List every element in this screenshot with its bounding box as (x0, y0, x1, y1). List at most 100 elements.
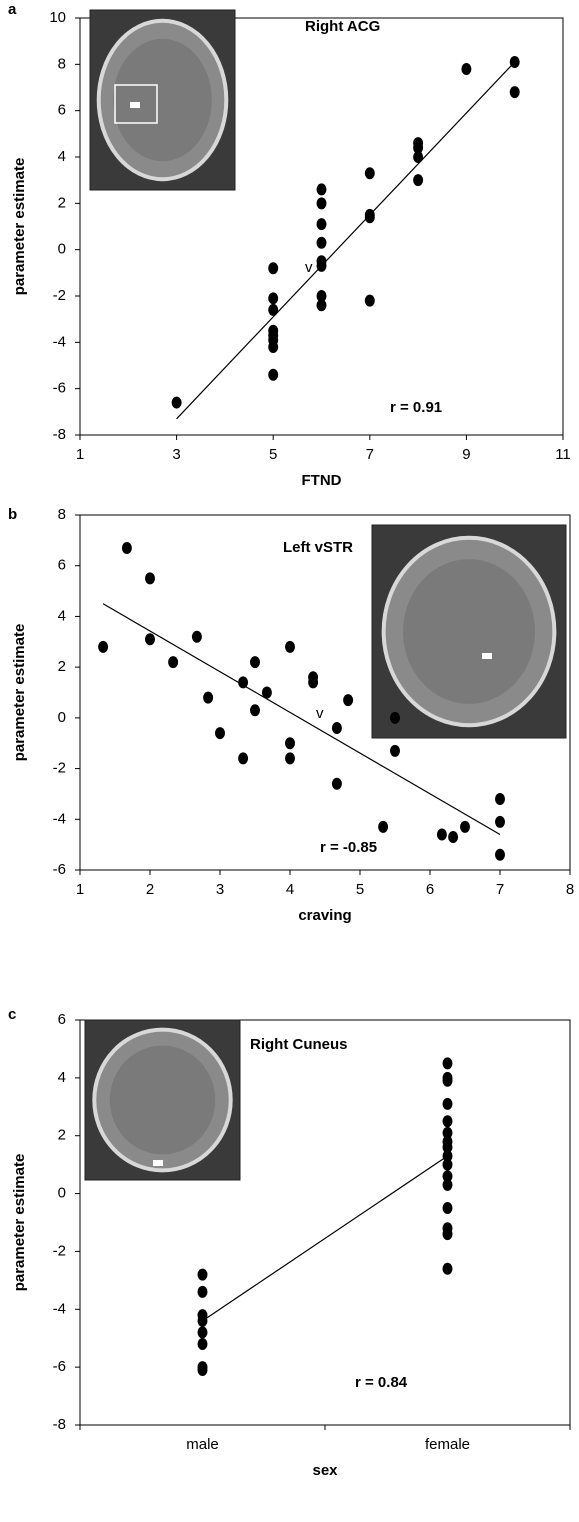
data-point (448, 831, 459, 844)
y-tick-label: -6 (53, 861, 66, 878)
x-tick-label: 6 (426, 881, 434, 898)
data-point (285, 752, 295, 765)
data-point (285, 737, 295, 750)
x-tick-label: 4 (286, 881, 294, 898)
data-point (331, 777, 342, 790)
data-point (316, 299, 327, 312)
data-point (197, 1285, 208, 1298)
x-tick-label: 5 (269, 446, 277, 463)
y-tick-label: 6 (58, 557, 66, 574)
inset-roi-box (114, 84, 158, 124)
y-tick-label: -6 (53, 380, 66, 397)
inset-activation (482, 653, 492, 659)
data-point (197, 1364, 208, 1377)
y-tick-label: 2 (58, 1127, 66, 1144)
annotation: v (316, 705, 324, 722)
annotation: Right ACG (305, 18, 380, 35)
data-point (509, 56, 520, 69)
data-point (203, 691, 214, 704)
x-tick-label: 3 (216, 881, 224, 898)
data-point (413, 174, 424, 187)
plot-frame (79, 514, 571, 871)
x-tick-label: 5 (356, 881, 364, 898)
data-point (442, 1115, 453, 1128)
data-point (364, 167, 375, 180)
fit-line (202, 1155, 448, 1322)
data-point (261, 686, 272, 699)
annotation: Right Cuneus (250, 1036, 348, 1053)
y-tick-label: 2 (58, 658, 66, 675)
data-point (442, 1057, 453, 1070)
data-point (390, 744, 400, 757)
data-point (168, 656, 179, 669)
data-point (316, 259, 327, 272)
data-point (145, 633, 155, 646)
x-tick-label: 1 (76, 881, 84, 898)
y-tick-label: 4 (58, 607, 66, 624)
y-tick-label: -8 (53, 426, 66, 443)
y-tick-label: 10 (49, 9, 66, 26)
plot-frame (79, 17, 564, 436)
inset-activation (130, 102, 140, 108)
y-tick-label: 8 (58, 506, 66, 523)
data-point (316, 218, 327, 231)
data-point (331, 722, 342, 734)
y-axis-title: parameter estimate (11, 624, 28, 762)
y-tick-label: 0 (58, 709, 66, 726)
data-point (364, 211, 375, 224)
fit-line (176, 61, 516, 420)
x-tick-label: 7 (366, 446, 374, 463)
data-point (460, 820, 470, 833)
y-axis-title: parameter estimate (11, 158, 28, 296)
y-tick-label: -2 (53, 760, 66, 777)
y-tick-label: -2 (53, 287, 66, 304)
annotation: r = 0.84 (355, 1374, 408, 1391)
data-point (308, 676, 319, 689)
x-tick-label: 8 (566, 881, 574, 898)
data-point (442, 1202, 453, 1215)
data-point (343, 694, 354, 707)
panel-letter: a (8, 1, 17, 18)
data-point (268, 262, 279, 275)
data-point (145, 572, 155, 585)
x-tick-label: 7 (496, 881, 504, 898)
y-axis-title: parameter estimate (11, 1154, 28, 1292)
annotation: Left vSTR (283, 539, 353, 556)
data-point (268, 292, 279, 305)
y-tick-label: -4 (53, 810, 66, 827)
data-point (442, 1262, 453, 1275)
data-point (364, 294, 375, 307)
data-point (442, 1074, 453, 1087)
data-point (316, 290, 327, 302)
x-tick-label: 11 (555, 446, 571, 463)
annotation: r = 0.91 (390, 399, 442, 416)
data-point (442, 1228, 453, 1241)
data-point (197, 1326, 208, 1339)
x-tick-label: 9 (462, 446, 470, 463)
x-tick-label: 1 (76, 446, 84, 463)
x-tick-label: female (425, 1436, 470, 1453)
data-point (197, 1314, 208, 1327)
data-point (495, 793, 505, 805)
data-point (285, 640, 295, 653)
data-point (461, 62, 472, 75)
data-point (197, 1268, 208, 1281)
y-tick-label: -6 (53, 1358, 66, 1375)
annotation: r = -0.85 (320, 839, 377, 856)
y-tick-label: 0 (58, 241, 66, 258)
x-tick-label: 3 (172, 446, 180, 463)
y-tick-label: 6 (58, 1011, 66, 1028)
data-point (442, 1097, 453, 1110)
y-tick-label: 2 (58, 194, 66, 211)
y-tick-label: 0 (58, 1185, 66, 1202)
data-point (238, 676, 249, 689)
x-axis-title: FTND (302, 472, 342, 489)
panel-letter: b (8, 506, 17, 523)
annotation: v (305, 259, 313, 276)
y-tick-label: -4 (53, 1300, 66, 1317)
data-point (442, 1141, 453, 1154)
y-tick-label: 4 (58, 148, 66, 165)
data-point (316, 236, 327, 249)
data-point (197, 1338, 208, 1350)
y-tick-label: -2 (53, 1242, 66, 1259)
